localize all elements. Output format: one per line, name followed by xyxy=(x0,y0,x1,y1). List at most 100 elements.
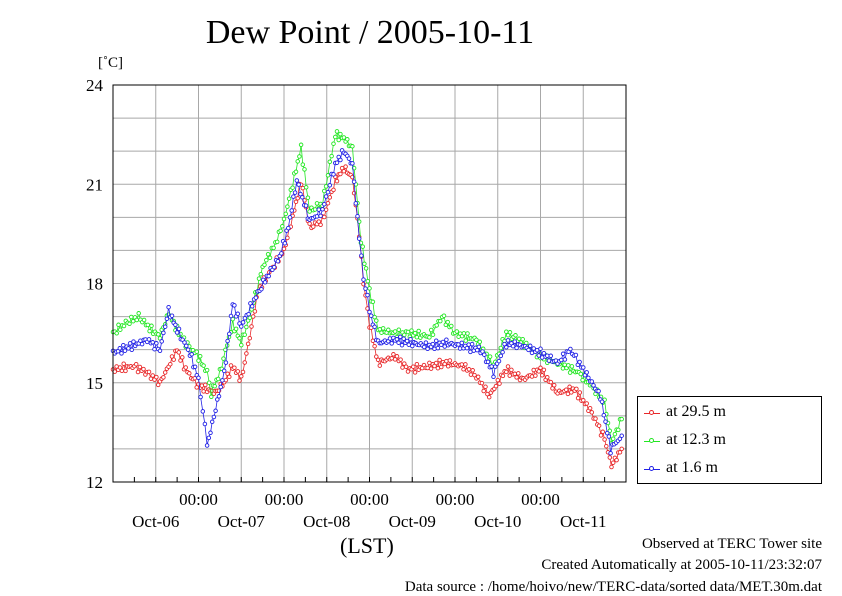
data-point xyxy=(173,322,178,328)
data-point xyxy=(392,357,398,362)
data-point xyxy=(459,340,465,346)
data-point xyxy=(345,137,350,142)
data-point xyxy=(252,309,258,314)
data-point xyxy=(604,430,610,436)
data-point xyxy=(351,179,357,184)
data-point xyxy=(510,343,516,349)
data-point xyxy=(297,154,302,159)
data-point xyxy=(211,414,217,420)
data-point xyxy=(318,222,323,228)
data-point xyxy=(136,311,141,316)
data-point xyxy=(314,214,320,219)
data-point xyxy=(560,366,566,371)
data-point xyxy=(239,374,244,379)
data-point xyxy=(137,364,143,370)
data-point xyxy=(218,384,223,390)
data-point xyxy=(428,366,434,371)
y-tick-label: 15 xyxy=(86,374,103,393)
data-point xyxy=(327,183,333,188)
data-point xyxy=(569,390,574,395)
data-point xyxy=(112,369,118,374)
x-axis-note: (LST) xyxy=(340,533,394,558)
data-point xyxy=(447,358,453,363)
data-point xyxy=(541,367,547,373)
data-point xyxy=(291,194,296,199)
data-point xyxy=(425,365,430,371)
data-point xyxy=(617,450,623,455)
data-point xyxy=(569,364,575,369)
data-point xyxy=(327,195,333,200)
data-point xyxy=(150,340,155,345)
x-tick-date: Oct-07 xyxy=(218,512,266,531)
data-point xyxy=(122,348,128,353)
data-point xyxy=(227,331,232,337)
data-point xyxy=(516,336,522,342)
data-point xyxy=(423,340,429,345)
legend-label: at 1.6 m xyxy=(666,459,718,476)
data-point xyxy=(596,388,601,394)
data-point xyxy=(327,159,333,165)
data-point xyxy=(259,286,264,292)
data-point xyxy=(256,276,262,281)
y-tick-label: 21 xyxy=(86,175,103,194)
data-point xyxy=(183,365,188,370)
data-point xyxy=(228,313,234,319)
data-point xyxy=(133,361,139,367)
chart-series-layer xyxy=(110,129,624,470)
data-point xyxy=(573,352,579,358)
data-point xyxy=(239,342,244,348)
x-tick-date: Oct-08 xyxy=(303,512,350,531)
data-point xyxy=(365,292,370,298)
data-point xyxy=(281,216,287,222)
data-point xyxy=(286,225,291,231)
data-point xyxy=(322,188,327,194)
data-point xyxy=(279,251,284,256)
data-point xyxy=(334,160,340,165)
data-point xyxy=(333,134,338,140)
data-point xyxy=(504,329,509,334)
data-point xyxy=(239,324,244,329)
data-point xyxy=(512,339,518,344)
data-point xyxy=(271,245,276,251)
data-point xyxy=(331,187,336,193)
data-point xyxy=(296,182,301,187)
data-point xyxy=(130,318,136,324)
data-point xyxy=(322,201,327,207)
data-point xyxy=(435,345,441,351)
data-point xyxy=(498,345,504,351)
data-point xyxy=(307,221,312,226)
data-point xyxy=(341,168,347,174)
data-point xyxy=(157,348,163,354)
data-point xyxy=(396,327,402,332)
data-point xyxy=(322,214,327,220)
data-point xyxy=(372,324,377,330)
data-point xyxy=(127,341,133,346)
data-point xyxy=(235,369,241,374)
data-point xyxy=(468,372,474,377)
data-point xyxy=(601,412,607,418)
data-point xyxy=(567,384,572,390)
data-point xyxy=(290,185,295,190)
data-point xyxy=(536,369,542,374)
data-point xyxy=(156,332,161,337)
data-point xyxy=(282,241,288,246)
x-tick-date: Oct-10 xyxy=(474,512,521,531)
data-point xyxy=(114,331,119,336)
data-point xyxy=(200,409,206,414)
data-point xyxy=(286,196,292,201)
data-point xyxy=(410,343,415,349)
data-point xyxy=(245,341,251,347)
data-point xyxy=(249,304,255,309)
data-point xyxy=(146,369,152,375)
data-point xyxy=(574,386,579,392)
data-point xyxy=(444,337,449,342)
data-point xyxy=(365,278,371,284)
data-point xyxy=(129,314,134,320)
data-point xyxy=(416,328,421,334)
data-point xyxy=(247,315,253,321)
data-point xyxy=(281,246,287,252)
legend-label: at 12.3 m xyxy=(666,431,726,448)
data-point xyxy=(329,153,334,159)
data-point xyxy=(359,253,364,258)
